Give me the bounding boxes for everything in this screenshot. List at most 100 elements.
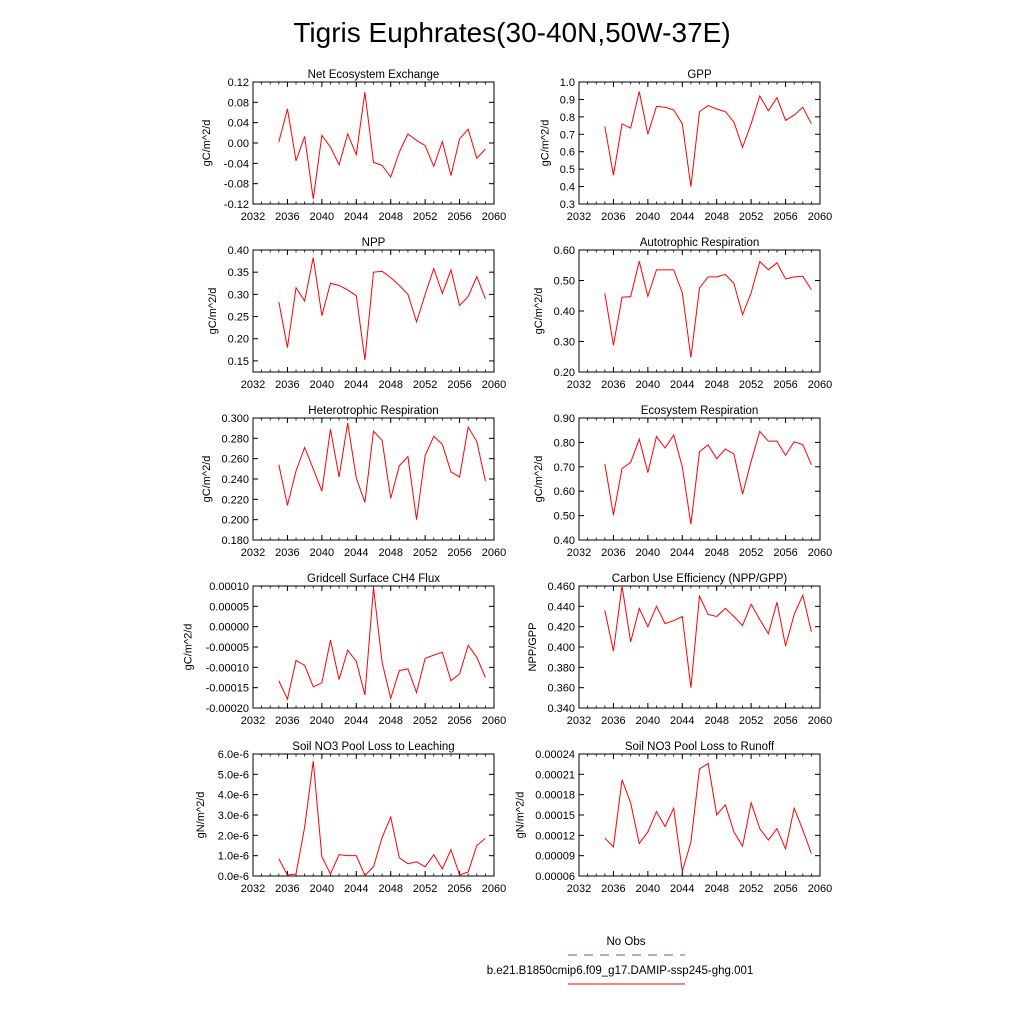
x-tick-label: 2040 xyxy=(636,211,660,223)
y-tick-label: 0.360 xyxy=(547,683,575,695)
y-tick-label: 0.300 xyxy=(221,413,249,425)
y-tick-label: 0.35 xyxy=(228,267,249,279)
panel-gpp: GPP 2032 2036 2040 2044 2048 2052 2056 2060 0.3 0.… xyxy=(539,69,832,223)
y-tick-label: 0.20 xyxy=(228,334,249,346)
x-tick-label: 2040 xyxy=(636,883,660,895)
x-tick-label: 2044 xyxy=(670,715,694,727)
panel-ecosystem-respiration: Ecosystem Respiration 2032 2036 2040 2044 204… xyxy=(533,405,832,559)
x-tick-label: 2032 xyxy=(241,379,265,391)
plot-frame xyxy=(578,417,821,541)
x-tick-label: 2060 xyxy=(808,883,832,895)
y-tick-label: 0.30 xyxy=(228,289,249,301)
y-tick-label: 0.60 xyxy=(554,245,575,257)
panel-title: Soil NO3 Pool Loss to Runoff xyxy=(625,741,775,753)
panel-title: Carbon Use Efficiency (NPP/GPP) xyxy=(612,573,788,585)
panel-gridcell-surface-ch4-flux: Gridcell Surface CH4 Flux 2032 2036 2040 204… xyxy=(182,573,506,727)
x-tick-label: 2056 xyxy=(447,547,471,559)
y-tick-label: 4.0e-6 xyxy=(218,790,249,802)
series-line xyxy=(278,423,486,520)
x-tick-label: 2052 xyxy=(413,547,437,559)
y-tick-label: 0.00021 xyxy=(535,769,575,781)
panel-net-ecosystem-exchange: Net Ecosystem Exchange 2032 2036 2040 2044 20… xyxy=(201,69,506,223)
x-tick-label: 2040 xyxy=(310,211,334,223)
panel-autotrophic-respiration: Autotrophic Respiration 2032 2036 2040 2044 2… xyxy=(533,237,832,391)
y-tick-label: 0.25 xyxy=(228,312,249,324)
x-tick-label: 2052 xyxy=(739,715,763,727)
x-tick-label: 2040 xyxy=(310,379,334,391)
y-tick-label: 0.50 xyxy=(554,511,575,523)
y-axis-label: gC/m^2/d xyxy=(207,288,219,335)
series-line xyxy=(604,260,812,358)
x-tick-label: 2052 xyxy=(739,547,763,559)
x-tick-label: 2032 xyxy=(567,547,591,559)
series-line xyxy=(604,430,812,525)
x-tick-label: 2036 xyxy=(275,715,299,727)
series-line xyxy=(278,761,486,877)
y-axis-label: gN/m^2/d xyxy=(195,792,207,839)
plot-frame xyxy=(252,249,495,373)
y-tick-label: 0.7 xyxy=(560,129,575,141)
series-line xyxy=(604,585,812,688)
y-tick-label: 0.00005 xyxy=(209,601,249,613)
y-tick-label: 0.280 xyxy=(221,433,249,445)
x-tick-label: 2052 xyxy=(413,211,437,223)
x-tick-label: 2044 xyxy=(670,883,694,895)
y-tick-label: 0.00000 xyxy=(209,622,249,634)
y-tick-label: 0.60 xyxy=(554,486,575,498)
y-tick-label: 0.240 xyxy=(221,474,249,486)
x-tick-label: 2048 xyxy=(704,211,728,223)
y-tick-label: 0.00015 xyxy=(535,810,575,822)
x-tick-label: 2052 xyxy=(739,211,763,223)
y-tick-label: 0.50 xyxy=(554,276,575,288)
y-tick-label: 0.420 xyxy=(547,622,575,634)
x-tick-label: 2056 xyxy=(773,547,797,559)
panel-title: GPP xyxy=(687,69,712,81)
y-axis-label: gC/m^2/d xyxy=(182,624,194,671)
y-tick-label: 0.80 xyxy=(554,437,575,449)
y-axis-label: gC/m^2/d xyxy=(533,288,545,335)
y-tick-label: 0.15 xyxy=(228,356,249,368)
panel-title: Heterotrophic Respiration xyxy=(308,405,438,417)
y-tick-label: 0.00012 xyxy=(535,830,575,842)
x-tick-label: 2036 xyxy=(601,883,625,895)
panel-soil-no3-pool-loss-to-runoff: Soil NO3 Pool Loss to Runoff 2032 2036 2040… xyxy=(515,741,833,895)
x-tick-label: 2032 xyxy=(567,379,591,391)
x-tick-label: 2044 xyxy=(344,379,368,391)
x-tick-label: 2040 xyxy=(310,547,334,559)
x-tick-label: 2048 xyxy=(378,379,402,391)
y-tick-label: 0.200 xyxy=(221,515,249,527)
plot-frame xyxy=(252,417,495,541)
y-tick-label: 0.00 xyxy=(228,138,249,150)
y-tick-label: -0.00010 xyxy=(206,662,249,674)
y-tick-label: 0.9 xyxy=(560,94,575,106)
panel-npp: NPP 2032 2036 2040 2044 2048 2052 2056 2060 0.15 0… xyxy=(207,237,506,391)
y-tick-label: 0.5 xyxy=(560,164,575,176)
y-tick-label: 2.0e-6 xyxy=(218,830,249,842)
legend-label-no-obs: No Obs xyxy=(607,936,646,948)
x-tick-label: 2040 xyxy=(636,547,660,559)
y-tick-label: 0.4 xyxy=(560,182,575,194)
y-tick-label: 1.0e-6 xyxy=(218,851,249,863)
y-tick-label: 0.8 xyxy=(560,112,575,124)
x-tick-label: 2060 xyxy=(808,379,832,391)
panel-carbon-use-efficiency-npp-gpp: Carbon Use Efficiency (NPP/GPP) 2032 2036 2… xyxy=(527,573,832,727)
x-tick-label: 2052 xyxy=(413,715,437,727)
series-line xyxy=(278,587,486,701)
y-tick-label: 0.340 xyxy=(547,703,575,715)
x-tick-label: 2032 xyxy=(567,883,591,895)
series-line xyxy=(278,257,486,361)
x-tick-label: 2048 xyxy=(378,715,402,727)
x-tick-label: 2044 xyxy=(344,547,368,559)
x-tick-label: 2060 xyxy=(482,379,506,391)
y-tick-label: -0.00020 xyxy=(206,703,249,715)
y-axis-label: NPP/GPP xyxy=(527,623,539,672)
x-tick-label: 2056 xyxy=(773,379,797,391)
x-tick-label: 2056 xyxy=(447,715,471,727)
y-tick-label: 0.40 xyxy=(554,306,575,318)
y-axis-label: gC/m^2/d xyxy=(201,120,213,167)
y-tick-label: -0.00005 xyxy=(206,642,249,654)
legend: No Obs b.e21.B1850cmip6.f09_g17.DAMIP-ss… xyxy=(487,936,753,985)
y-tick-label: -0.00015 xyxy=(206,683,249,695)
y-tick-label: 0.90 xyxy=(554,413,575,425)
